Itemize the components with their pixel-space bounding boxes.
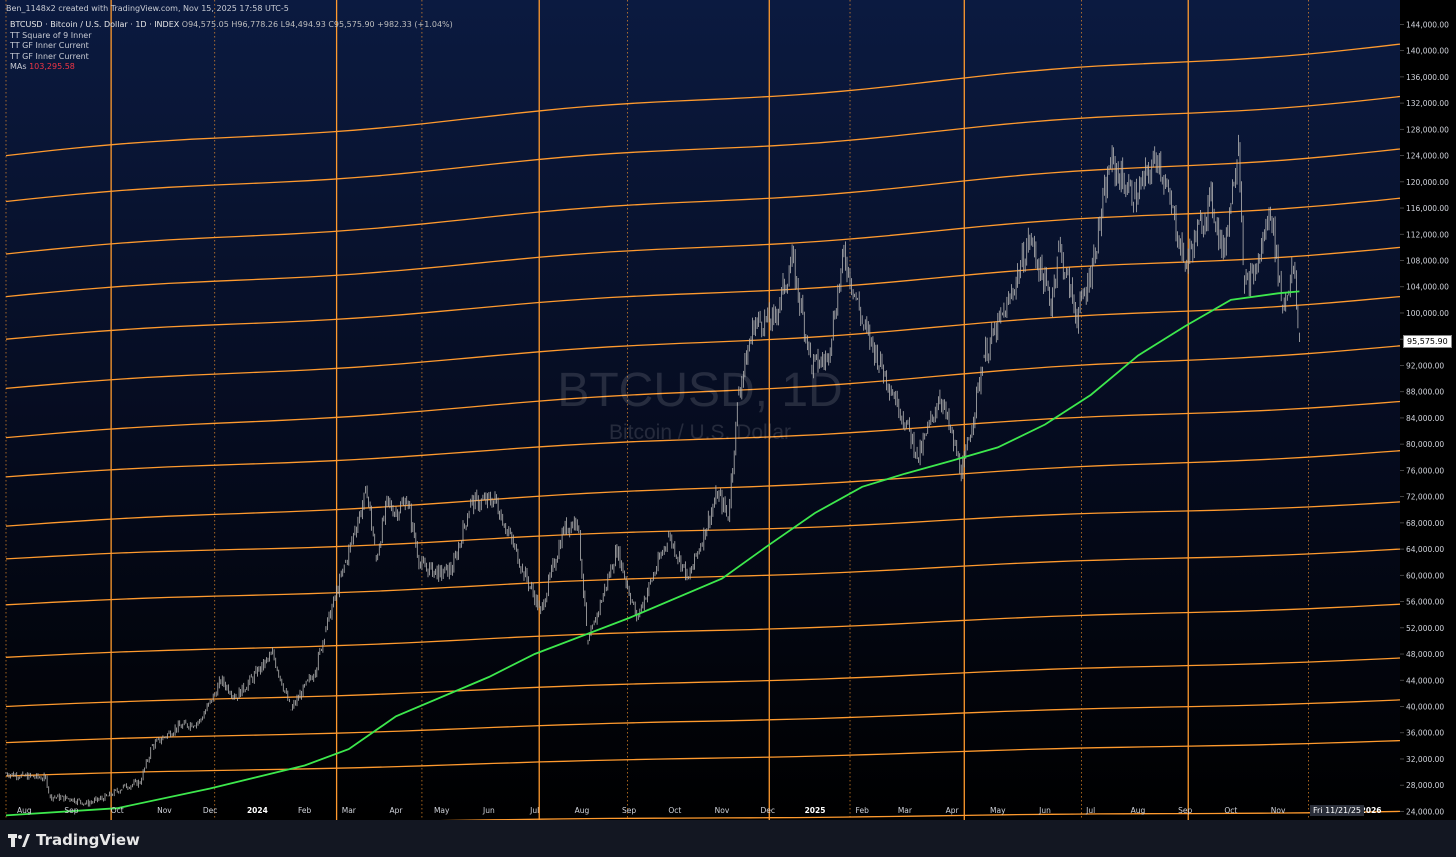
gann-level-line xyxy=(5,657,1401,708)
y-tick-label: 80,000.00 xyxy=(1406,440,1444,449)
x-tick-label: Sep xyxy=(64,806,78,815)
x-tick-label: May xyxy=(434,806,450,815)
y-tick-label: 108,000.00 xyxy=(1406,257,1449,266)
x-tick-label: Nov xyxy=(1271,806,1286,815)
x-tick-label: Jun xyxy=(482,806,495,815)
gann-level-line xyxy=(5,739,1401,777)
x-tick-label: Jul xyxy=(529,806,539,815)
y-tick-label: 140,000.00 xyxy=(1406,47,1449,56)
x-tick-label: Nov xyxy=(157,806,172,815)
x-tick-label: Oct xyxy=(1224,806,1237,815)
y-tick-label: 24,000.00 xyxy=(1406,807,1444,816)
created-with-label: Ben_1148x2 created with TradingView.com,… xyxy=(6,4,289,13)
y-tick-label: 52,000.00 xyxy=(1406,624,1444,633)
gann-level-line xyxy=(5,95,1401,203)
x-tick-label: Oct xyxy=(668,806,681,815)
legend-ma-row[interactable]: MAs 103,295.58 xyxy=(10,62,453,73)
gann-level-line xyxy=(5,400,1401,478)
gann-level-line xyxy=(5,148,1401,255)
gann-level-line xyxy=(5,501,1401,560)
y-tick-label: 104,000.00 xyxy=(1406,283,1449,292)
y-tick-label: 84,000.00 xyxy=(1406,414,1444,423)
gann-level-line xyxy=(5,295,1401,390)
legend-indicator-1[interactable]: TT Square of 9 Inner xyxy=(10,30,92,40)
tradingview-logo[interactable]: TradingView xyxy=(8,831,140,849)
gann-level-line xyxy=(5,197,1401,298)
footer-bar: TradingView xyxy=(0,820,1456,857)
legend-indicator-3[interactable]: TT GF Inner Current xyxy=(10,51,89,61)
x-tick-label: Aug xyxy=(575,806,590,815)
x-tick-label: Feb xyxy=(298,806,312,815)
gann-level-line xyxy=(5,699,1401,744)
y-tick-label: 116,000.00 xyxy=(1406,204,1449,213)
y-tick-label: 120,000.00 xyxy=(1406,178,1449,187)
x-tick-label: Jul xyxy=(1085,806,1095,815)
x-tick-label: Aug xyxy=(17,806,32,815)
x-tick-label: Mar xyxy=(342,806,357,815)
x-tick-label: Sep xyxy=(1178,806,1192,815)
y-tick-label: 28,000.00 xyxy=(1406,781,1444,790)
gann-level-line xyxy=(5,603,1401,658)
x-tick-label: Sep xyxy=(622,806,636,815)
y-tick-label: 100,000.00 xyxy=(1406,309,1449,318)
gann-level-line xyxy=(5,450,1401,527)
y-tick-label: 72,000.00 xyxy=(1406,493,1444,502)
x-tick-label: Dec xyxy=(203,806,218,815)
y-tick-label: 64,000.00 xyxy=(1406,545,1444,554)
y-tick-label: 36,000.00 xyxy=(1406,729,1444,738)
x-tick-label: Apr xyxy=(390,806,404,815)
y-tick-label: 40,000.00 xyxy=(1406,703,1444,712)
legend-symbol: BTCUSD · Bitcoin / U.S. Dollar · 1D · IN… xyxy=(10,20,180,29)
y-tick-label: 48,000.00 xyxy=(1406,650,1444,659)
x-tick-label: Oct xyxy=(111,806,124,815)
x-tick-label: Dec xyxy=(760,806,775,815)
y-tick-label: 112,000.00 xyxy=(1406,230,1449,239)
legend-ma-label: MAs xyxy=(10,62,27,71)
last-price-label: 95,575.90 xyxy=(1403,335,1452,348)
y-tick-label: 92,000.00 xyxy=(1406,361,1444,370)
legend-ma-value: 103,295.58 xyxy=(29,62,75,71)
y-tick-label: 56,000.00 xyxy=(1406,598,1444,607)
x-tick-label: Aug xyxy=(1131,806,1146,815)
x-tick-label: Mar xyxy=(898,806,913,815)
y-tick-label: 76,000.00 xyxy=(1406,466,1444,475)
legend-symbol-row[interactable]: BTCUSD · Bitcoin / U.S. Dollar · 1D · IN… xyxy=(10,20,453,31)
x-tick-label: 2024 xyxy=(247,806,268,815)
y-tick-label: 88,000.00 xyxy=(1406,388,1444,397)
x-tick-label: 2026 xyxy=(1361,806,1382,815)
y-tick-label: 68,000.00 xyxy=(1406,519,1444,528)
x-tick-label: Feb xyxy=(856,806,870,815)
x-tick-label: Nov xyxy=(715,806,730,815)
x-tick-label: 2025 xyxy=(805,806,826,815)
legend-indicator-2[interactable]: TT GF Inner Current xyxy=(10,41,89,50)
gann-level-line xyxy=(5,548,1401,606)
y-tick-label: 60,000.00 xyxy=(1406,571,1444,580)
cursor-date-label: Fri 11/21/25 xyxy=(1310,805,1365,816)
tradingview-brand: TradingView xyxy=(36,831,140,849)
moving-average-line xyxy=(5,290,1300,817)
watermark-ticker: BTCUSD, 1D xyxy=(557,364,843,417)
gann-level-line xyxy=(5,246,1401,340)
y-tick-label: 128,000.00 xyxy=(1406,125,1449,134)
x-tick-label: Apr xyxy=(946,806,960,815)
tradingview-icon xyxy=(8,833,30,847)
y-tick-label: 132,000.00 xyxy=(1406,99,1449,108)
y-tick-label: 136,000.00 xyxy=(1406,73,1449,82)
y-tick-label: 44,000.00 xyxy=(1406,676,1444,685)
gann-level-line xyxy=(5,43,1401,157)
y-tick-label: 144,000.00 xyxy=(1406,20,1449,29)
x-tick-label: Jun xyxy=(1038,806,1051,815)
watermark-name: Bitcoin / U.S. Dollar xyxy=(608,421,792,444)
legend-ohlc: O94,575.05 H96,778.26 L94,494.93 C95,575… xyxy=(181,20,453,29)
gann-level-line xyxy=(5,345,1401,439)
x-tick-label: May xyxy=(990,806,1006,815)
chart-legend: BTCUSD · Bitcoin / U.S. Dollar · 1D · IN… xyxy=(10,20,453,73)
price-axis-background xyxy=(1400,0,1456,820)
y-tick-label: 124,000.00 xyxy=(1406,152,1449,161)
y-tick-label: 32,000.00 xyxy=(1406,755,1444,764)
